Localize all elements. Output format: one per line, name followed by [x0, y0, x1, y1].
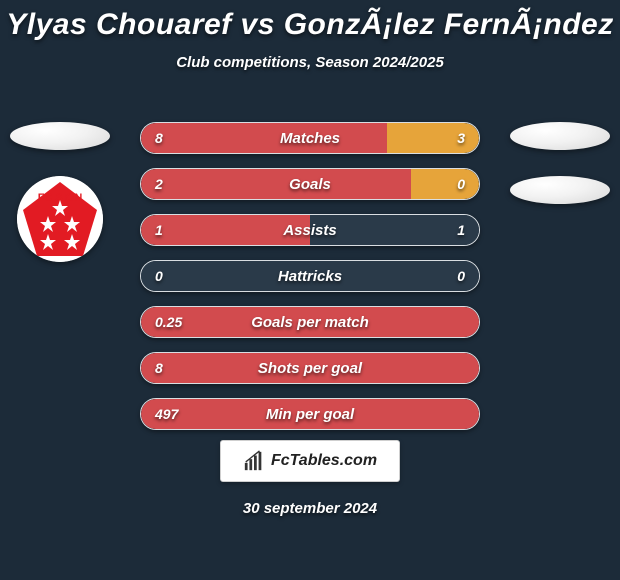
stat-left-value: 2 — [155, 169, 163, 199]
stat-row: 11Assists — [140, 214, 480, 246]
stat-left-value: 0.25 — [155, 307, 182, 337]
right-badges-column — [510, 122, 610, 204]
stat-row: 497Min per goal — [140, 398, 480, 430]
stat-left-fill — [141, 123, 387, 153]
stat-right-fill — [411, 169, 479, 199]
brand-text: FcTables.com — [271, 452, 377, 470]
stat-right-value: 0 — [457, 261, 465, 291]
page-title: Ylyas Chouaref vs GonzÃ¡lez FernÃ¡ndez — [0, 0, 620, 42]
fc-sion-badge-icon: FC SION — [17, 176, 103, 262]
stat-row: 0.25Goals per match — [140, 306, 480, 338]
stat-left-value: 0 — [155, 261, 163, 291]
stat-left-value: 8 — [155, 123, 163, 153]
stat-left-value: 497 — [155, 399, 178, 429]
stat-row-bg — [141, 261, 479, 291]
comparison-card: Ylyas Chouaref vs GonzÃ¡lez FernÃ¡ndez C… — [0, 0, 620, 580]
stat-right-value: 3 — [457, 123, 465, 153]
left-club-badge: FC SION — [17, 176, 103, 262]
stat-row: 20Goals — [140, 168, 480, 200]
stat-right-value: 0 — [457, 169, 465, 199]
stat-left-fill — [141, 399, 479, 429]
page-subtitle: Club competitions, Season 2024/2025 — [0, 54, 620, 71]
right-club-placeholder-icon — [510, 176, 610, 204]
stat-right-value: 1 — [457, 215, 465, 245]
stat-row: 00Hattricks — [140, 260, 480, 292]
stat-left-fill — [141, 307, 479, 337]
stats-panel: 83Matches20Goals11Assists00Hattricks0.25… — [140, 122, 480, 430]
stat-left-value: 8 — [155, 353, 163, 383]
stat-right-fill — [387, 123, 479, 153]
brand-badge[interactable]: FcTables.com — [220, 440, 400, 482]
fctables-logo-icon — [243, 450, 265, 472]
stat-left-value: 1 — [155, 215, 163, 245]
stat-left-fill — [141, 215, 310, 245]
date-line: 30 september 2024 — [0, 500, 620, 517]
left-badges-column: FC SION — [10, 122, 110, 262]
right-player-placeholder-icon — [510, 122, 610, 150]
stat-row: 8Shots per goal — [140, 352, 480, 384]
left-player-placeholder-icon — [10, 122, 110, 150]
stat-left-fill — [141, 169, 411, 199]
stat-left-fill — [141, 353, 479, 383]
stat-row: 83Matches — [140, 122, 480, 154]
